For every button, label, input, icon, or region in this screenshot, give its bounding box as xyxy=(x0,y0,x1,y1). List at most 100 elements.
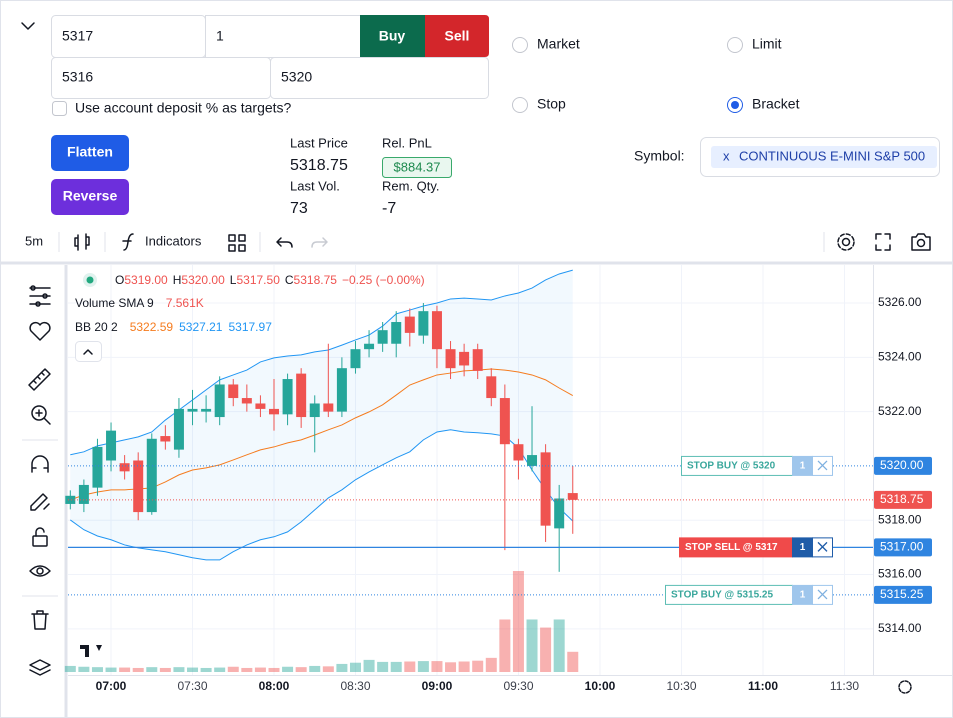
volume-bar xyxy=(200,667,212,672)
ruler-icon[interactable] xyxy=(28,368,51,391)
x-tick-label: 10:00 xyxy=(585,679,616,693)
last-price-label: 5318.75 xyxy=(880,492,924,506)
layers-icon[interactable] xyxy=(29,659,51,676)
legend-value: 5322.59 xyxy=(130,320,174,334)
tool-icon[interactable] xyxy=(30,285,36,291)
radio[interactable] xyxy=(727,37,743,53)
volume-bar xyxy=(241,667,253,672)
volume-bar xyxy=(567,651,579,672)
buy-label: Buy xyxy=(379,28,406,44)
snapshot-icon[interactable] xyxy=(911,233,931,251)
candle-body xyxy=(78,484,89,504)
volume-bar xyxy=(173,667,185,672)
tv-logo-bg xyxy=(75,637,105,665)
draw-lock-icon[interactable] xyxy=(30,493,50,511)
candle-body xyxy=(472,349,483,371)
buy-button[interactable] xyxy=(360,15,425,57)
radio[interactable] xyxy=(512,37,528,53)
magnet-icon[interactable] xyxy=(31,455,49,473)
eye-icon[interactable] xyxy=(36,567,44,575)
legend-value: 7.561K xyxy=(166,296,204,310)
templates-icon[interactable] xyxy=(228,234,246,252)
order-price-label: 5320.00 xyxy=(880,458,924,472)
volume-bar xyxy=(553,619,565,672)
y-tick-label: 5318.00 xyxy=(878,512,922,526)
order-price-label: 5317.00 xyxy=(880,540,924,554)
radio-dot xyxy=(731,101,739,109)
candle-body xyxy=(499,398,510,445)
x-tick-label: 08:30 xyxy=(340,679,370,693)
legend-key: H xyxy=(173,273,182,287)
fullscreen-icon[interactable] xyxy=(875,233,891,251)
favorite-icon[interactable] xyxy=(29,321,51,341)
eye-icon[interactable] xyxy=(29,565,51,577)
snapshot-icon[interactable] xyxy=(916,238,926,248)
lock-icon[interactable] xyxy=(35,527,45,537)
deposit-checkbox[interactable] xyxy=(52,101,67,116)
candle-body xyxy=(513,444,524,461)
candle-body xyxy=(228,384,239,399)
volume-bar xyxy=(512,571,524,672)
target-input[interactable] xyxy=(270,57,489,99)
x-tick-label: 11:30 xyxy=(830,679,859,693)
volume-bar xyxy=(363,659,375,672)
sell-button[interactable] xyxy=(425,15,489,57)
volume-bar xyxy=(336,663,348,672)
x-tick-label: 07:30 xyxy=(177,679,207,693)
candle-body xyxy=(214,384,225,418)
qty-input[interactable] xyxy=(205,15,361,58)
lock-icon[interactable] xyxy=(32,535,48,547)
legend-value: 5327.21 xyxy=(179,320,223,334)
volume-bar xyxy=(540,627,552,672)
order-cancel-icon[interactable] xyxy=(817,589,828,600)
indicators-button[interactable]: Indicators xyxy=(145,233,202,248)
redo-icon xyxy=(311,237,328,248)
order-qty: 1 xyxy=(800,590,806,601)
chip-remove[interactable]: x xyxy=(723,148,730,163)
candle-body xyxy=(391,322,402,344)
legend-title: Volume SMA 9 xyxy=(75,296,154,310)
undo-icon[interactable] xyxy=(276,237,293,248)
legend-key: C xyxy=(285,273,294,287)
volume-bar xyxy=(64,665,76,672)
settings-icon[interactable] xyxy=(837,233,855,251)
order-label: STOP SELL @ 5317 xyxy=(685,542,778,553)
reverse-button[interactable] xyxy=(51,179,129,215)
zoom-icon[interactable] xyxy=(31,405,47,421)
legend-collapse-icon[interactable] xyxy=(83,349,93,355)
legend-title: BB 20 2 xyxy=(75,320,118,334)
symbol-chip[interactable] xyxy=(711,146,937,168)
volume-bar xyxy=(377,661,389,672)
candle-body xyxy=(540,452,551,526)
chart-type-icon[interactable] xyxy=(74,233,90,251)
radio[interactable] xyxy=(512,97,528,113)
order-cancel-icon[interactable] xyxy=(817,541,828,552)
stat-value: -7 xyxy=(382,200,396,217)
zoom-icon[interactable] xyxy=(35,409,51,425)
legend-value: 5317.50 xyxy=(236,273,280,287)
y-tick-label: 5322.00 xyxy=(878,404,922,418)
x-tick-label: 09:30 xyxy=(503,679,533,693)
settings-icon[interactable] xyxy=(841,237,851,247)
legend-value: 5318.75 xyxy=(294,273,338,287)
tool-icon[interactable] xyxy=(35,301,41,307)
order-cancel-icon[interactable] xyxy=(817,460,828,471)
y-tick-label: 5324.00 xyxy=(878,349,922,363)
candle-body xyxy=(486,376,497,399)
order-inputs xyxy=(51,15,940,215)
order-qty: 1 xyxy=(800,542,806,553)
interval[interactable]: 5m xyxy=(25,233,43,248)
stat-label: Rel. PnL xyxy=(382,135,432,150)
tool-icon[interactable] xyxy=(42,293,48,299)
fx-icon[interactable] xyxy=(122,233,134,251)
stat-label: Last Vol. xyxy=(290,178,340,193)
radio-label: Bracket xyxy=(752,96,800,112)
flatten-button[interactable] xyxy=(51,135,129,171)
order-price-label: 5315.25 xyxy=(880,587,924,601)
collapse-chevron[interactable] xyxy=(21,22,35,30)
legend-key: L xyxy=(230,273,237,287)
symbol-name: CONTINUOUS E-MINI S&P 500 xyxy=(739,148,925,163)
axis-settings[interactable] xyxy=(898,680,912,694)
trash-icon[interactable] xyxy=(31,610,49,630)
